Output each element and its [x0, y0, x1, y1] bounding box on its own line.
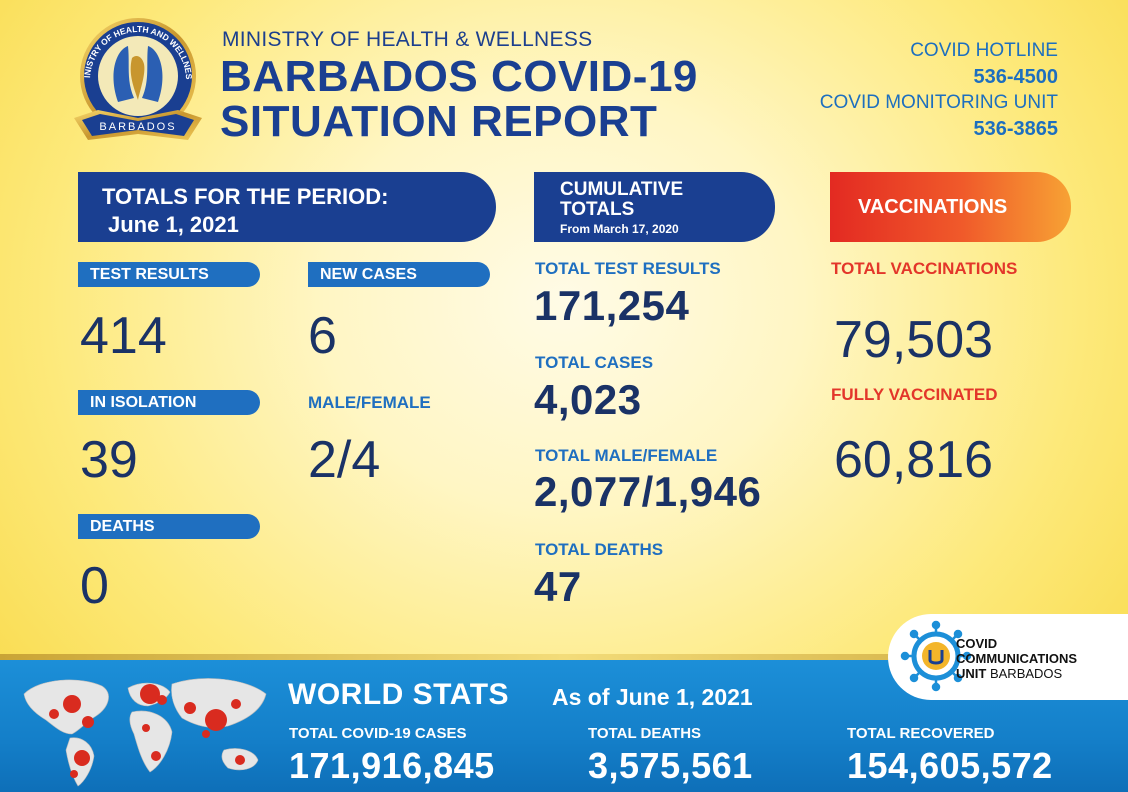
ccu-logo-text: COVID COMMUNICATIONS UNIT BARBADOS	[956, 636, 1077, 681]
ccu-line-1: COVID	[956, 636, 998, 651]
total-male-female-label: TOTAL MALE/FEMALE	[535, 446, 718, 465]
cumulative-since: From March 17, 2020	[560, 222, 679, 236]
test-results-value: 414	[80, 307, 167, 365]
period-banner: TOTALS FOR THE PERIOD: June 1, 2021	[78, 172, 496, 242]
page-title: BARBADOS COVID-19 SITUATION REPORT	[220, 54, 698, 144]
fully-vaccinated-label: FULLY VACCINATED	[831, 385, 998, 404]
monitoring-label: COVID MONITORING UNIT	[819, 92, 1058, 113]
world-cases-label: TOTAL COVID-19 CASES	[289, 725, 467, 742]
period-heading: TOTALS FOR THE PERIOD:	[102, 184, 389, 209]
contact-block: COVID HOTLINE 536-4500 COVID MONITORING …	[820, 38, 1058, 142]
total-test-results-label: TOTAL TEST RESULTS	[535, 259, 721, 278]
hotline-number: 536-4500	[973, 66, 1058, 88]
ccu-line-3-light: BARBADOS	[989, 666, 1063, 681]
fully-vaccinated-value: 60,816	[834, 431, 994, 489]
ministry-seal-logo: MINISTRY OF HEALTH AND WELLNESS BARBADOS	[68, 14, 202, 140]
isolation-value: 39	[80, 431, 138, 489]
male-female-label: MALE/FEMALE	[308, 393, 431, 412]
total-vaccinations-label: TOTAL VACCINATIONS	[831, 259, 1018, 278]
title-line-1: BARBADOS COVID-19	[220, 52, 698, 101]
world-cases-value: 171,916,845	[289, 745, 495, 786]
world-deaths-label: TOTAL DEATHS	[588, 725, 702, 742]
title-line-2: SITUATION REPORT	[220, 97, 658, 146]
ccu-logo: COVID COMMUNICATIONS UNIT BARBADOS	[888, 614, 1128, 700]
ccu-line-3: UNIT BARBADOS	[956, 666, 1077, 681]
male-female-value: 2/4	[308, 431, 381, 489]
ccu-line-3-bold: UNIT	[956, 666, 987, 681]
ministry-name: MINISTRY OF HEALTH & WELLNESS	[222, 28, 593, 51]
total-vaccinations-value: 79,503	[834, 311, 994, 369]
vaccinations-heading: VACCINATIONS	[858, 196, 1008, 218]
total-male-female-value: 2,077/1,946	[534, 468, 762, 515]
vaccinations-banner: VACCINATIONS	[830, 172, 1071, 242]
period-date: June 1, 2021	[108, 212, 239, 237]
test-results-label: TEST RESULTS	[78, 262, 260, 287]
total-cases-label: TOTAL CASES	[535, 353, 654, 372]
ccu-line-2: COMMUNICATIONS	[956, 651, 1078, 666]
new-cases-label: NEW CASES	[308, 262, 490, 287]
world-stats-date: As of June 1, 2021	[552, 684, 753, 710]
world-deaths-value: 3,575,561	[588, 745, 753, 786]
total-deaths-label: TOTAL DEATHS	[535, 540, 664, 559]
cumulative-banner: CUMULATIVE TOTALS From March 17, 2020	[534, 172, 775, 242]
total-cases-value: 4,023	[534, 376, 642, 423]
world-recovered-value: 154,605,572	[847, 745, 1053, 786]
isolation-label: IN ISOLATION	[78, 390, 260, 415]
world-stats-title: WORLD STATS	[288, 678, 510, 711]
divider-line	[0, 654, 1128, 660]
total-test-results-value: 171,254	[534, 282, 690, 329]
virus-logo-icon	[900, 620, 972, 692]
monitoring-number: 536-3865	[973, 118, 1058, 140]
deaths-value: 0	[80, 557, 109, 615]
deaths-label: DEATHS	[78, 514, 260, 539]
cumulative-heading: CUMULATIVE TOTALS	[560, 179, 684, 220]
total-deaths-value: 47	[534, 563, 582, 610]
new-cases-value: 6	[308, 307, 337, 365]
hotline-label: COVID HOTLINE	[910, 40, 1058, 61]
world-map-icon	[23, 678, 267, 787]
svg-text:BARBADOS: BARBADOS	[99, 121, 176, 133]
world-recovered-label: TOTAL RECOVERED	[847, 725, 995, 742]
